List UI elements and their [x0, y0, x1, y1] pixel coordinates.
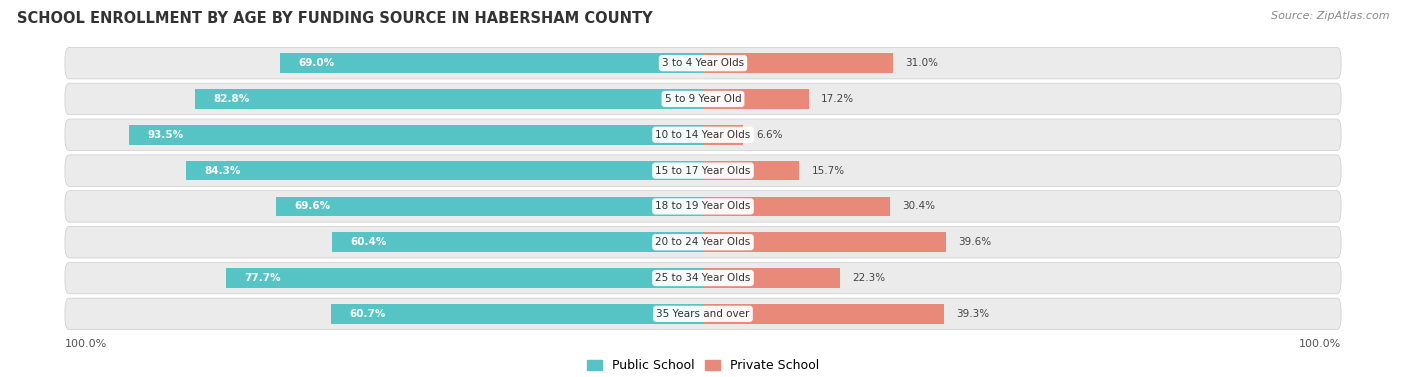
Text: 15.7%: 15.7% — [811, 166, 845, 176]
Text: 93.5%: 93.5% — [148, 130, 184, 140]
Bar — [703, 232, 946, 252]
FancyBboxPatch shape — [65, 298, 1341, 329]
Text: 69.6%: 69.6% — [294, 201, 330, 211]
Bar — [195, 89, 703, 109]
Bar — [280, 53, 703, 73]
Text: 39.3%: 39.3% — [956, 309, 990, 319]
Text: 60.4%: 60.4% — [352, 237, 387, 247]
Bar — [330, 304, 703, 324]
Text: 15 to 17 Year Olds: 15 to 17 Year Olds — [655, 166, 751, 176]
Text: 60.7%: 60.7% — [349, 309, 385, 319]
Bar — [332, 232, 703, 252]
Text: SCHOOL ENROLLMENT BY AGE BY FUNDING SOURCE IN HABERSHAM COUNTY: SCHOOL ENROLLMENT BY AGE BY FUNDING SOUR… — [17, 11, 652, 26]
Bar — [276, 196, 703, 216]
Bar — [703, 304, 943, 324]
Text: 30.4%: 30.4% — [901, 201, 935, 211]
FancyBboxPatch shape — [65, 83, 1341, 115]
Text: 17.2%: 17.2% — [821, 94, 853, 104]
FancyBboxPatch shape — [65, 155, 1341, 186]
Bar — [703, 125, 744, 145]
Bar — [703, 53, 893, 73]
FancyBboxPatch shape — [65, 191, 1341, 222]
Text: 31.0%: 31.0% — [905, 58, 938, 68]
Text: 10 to 14 Year Olds: 10 to 14 Year Olds — [655, 130, 751, 140]
Text: 18 to 19 Year Olds: 18 to 19 Year Olds — [655, 201, 751, 211]
Bar — [703, 268, 839, 288]
FancyBboxPatch shape — [65, 48, 1341, 79]
FancyBboxPatch shape — [65, 262, 1341, 294]
Text: 6.6%: 6.6% — [756, 130, 782, 140]
Text: 22.3%: 22.3% — [852, 273, 886, 283]
Text: Source: ZipAtlas.com: Source: ZipAtlas.com — [1271, 11, 1389, 21]
Bar — [703, 89, 808, 109]
Bar — [186, 161, 703, 181]
Bar — [129, 125, 703, 145]
FancyBboxPatch shape — [65, 119, 1341, 150]
Text: 100.0%: 100.0% — [1299, 339, 1341, 349]
Legend: Public School, Private School: Public School, Private School — [582, 354, 824, 377]
Text: 20 to 24 Year Olds: 20 to 24 Year Olds — [655, 237, 751, 247]
Text: 100.0%: 100.0% — [65, 339, 107, 349]
Bar — [703, 196, 890, 216]
Text: 3 to 4 Year Olds: 3 to 4 Year Olds — [662, 58, 744, 68]
Text: 69.0%: 69.0% — [298, 58, 335, 68]
FancyBboxPatch shape — [65, 227, 1341, 258]
Text: 35 Years and over: 35 Years and over — [657, 309, 749, 319]
Bar — [226, 268, 703, 288]
Text: 82.8%: 82.8% — [214, 94, 250, 104]
Text: 5 to 9 Year Old: 5 to 9 Year Old — [665, 94, 741, 104]
Text: 39.6%: 39.6% — [959, 237, 991, 247]
Text: 84.3%: 84.3% — [204, 166, 240, 176]
Text: 77.7%: 77.7% — [245, 273, 281, 283]
Bar — [703, 161, 800, 181]
Text: 25 to 34 Year Olds: 25 to 34 Year Olds — [655, 273, 751, 283]
